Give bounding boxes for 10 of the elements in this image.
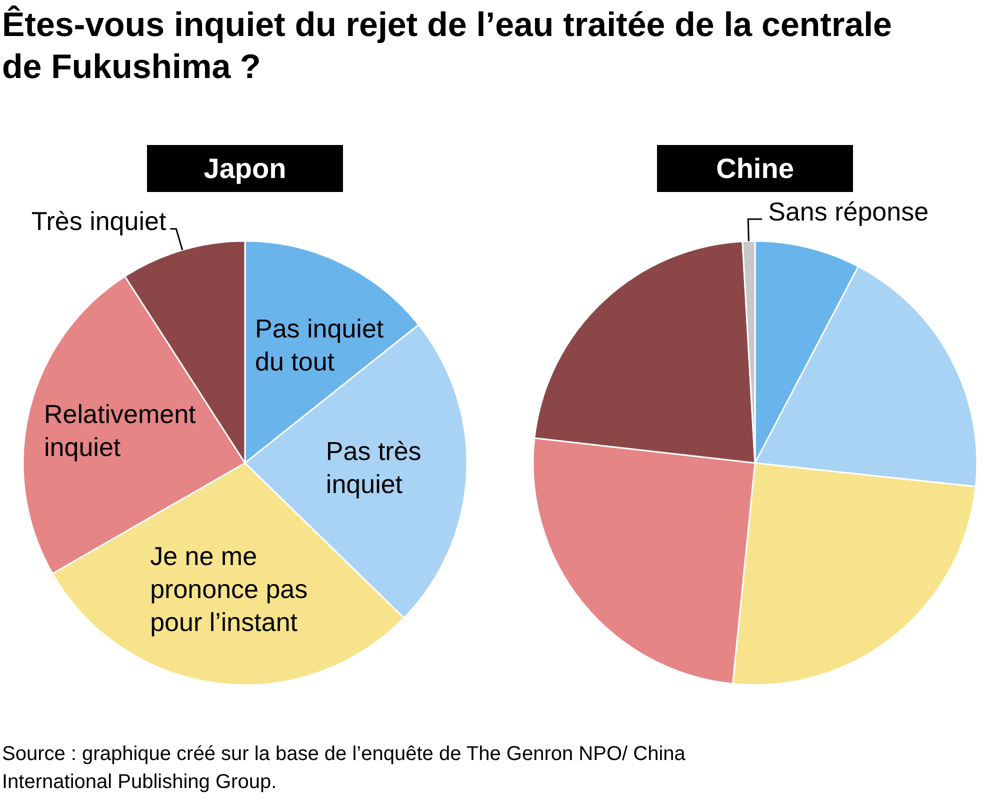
chart-title: Êtes-vous inquiet du rejet de l’eau traitée de la centrale de Fukushima ? — [2, 4, 893, 88]
chart-subtitle: Chine — [657, 145, 853, 192]
slice-label: Pas inquiet du tout — [255, 314, 384, 377]
slice-label: Pas très inquiet — [326, 436, 422, 500]
slice-label: Je ne me prononce pas pour l’instant — [150, 540, 308, 637]
slice-label: Relativement inquiet — [44, 399, 197, 462]
slice-label: Sans réponse — [768, 196, 929, 226]
chart-subtitle: Japon — [147, 145, 343, 192]
slice-label: Très inquiet — [31, 206, 167, 236]
source-note: Source : graphique créé sur la base de l’enquête de The Genron NPO/ China International Publishing Group. — [2, 742, 686, 795]
